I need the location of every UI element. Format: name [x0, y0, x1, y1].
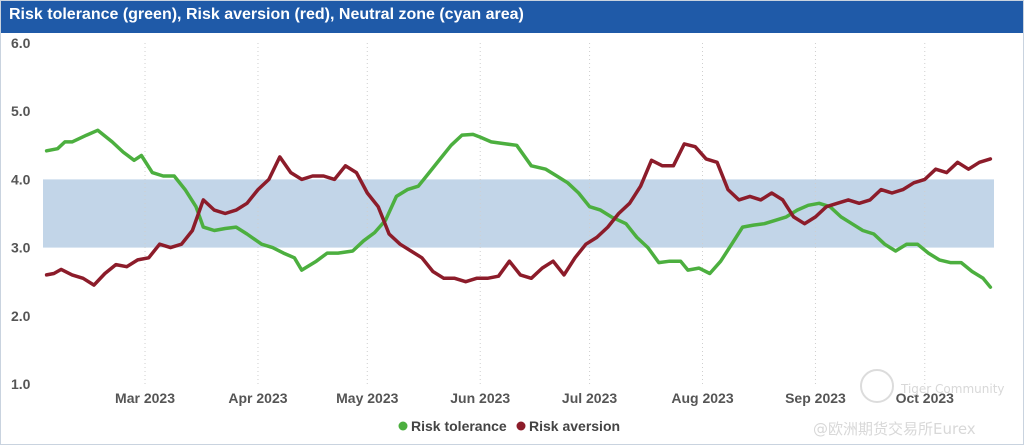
x-tick-label: Sep 2023 [785, 390, 846, 406]
chart-title: Risk tolerance (green), Risk aversion (r… [9, 6, 524, 23]
y-tick-label: 1.0 [11, 376, 31, 392]
risk-aversion-line [44, 142, 993, 287]
legend-marker [516, 421, 526, 431]
watermark-community: Tiger Community [900, 382, 1005, 396]
legend-item-label: Risk tolerance [411, 418, 507, 434]
x-axis: Mar 2023 Apr 2023 May 2023 Jun 2023 Jul 2023… [115, 390, 954, 406]
title-bar: Risk tolerance (green), Risk aversion (r… [1, 1, 1023, 33]
x-tick-label: Apr 2023 [228, 390, 287, 406]
y-tick-label: 4.0 [11, 171, 31, 187]
grid-lines [144, 43, 926, 384]
series-lines [44, 128, 993, 289]
legend-item-label: Risk aversion [529, 418, 620, 434]
legend-marker [398, 421, 408, 431]
x-tick-label: Jun 2023 [450, 390, 510, 406]
y-tick-label: 3.0 [11, 240, 31, 256]
x-tick-label: Jul 2023 [562, 390, 617, 406]
x-tick-label: Aug 2023 [671, 390, 733, 406]
x-tick-label: May 2023 [336, 390, 398, 406]
y-tick-label: 5.0 [11, 103, 31, 119]
y-axis: 1.0 2.0 3.0 4.0 5.0 6.0 [11, 35, 31, 392]
x-tick-label: Mar 2023 [115, 390, 175, 406]
x-tick-label: Oct 2023 [896, 390, 955, 406]
tiger-logo-icon [860, 369, 894, 403]
y-tick-label: 2.0 [11, 308, 31, 324]
watermark-handle: @欧洲期货交易所Eurex [813, 420, 976, 438]
legend: Risk tolerance Risk aversion [398, 418, 620, 434]
y-tick-label: 6.0 [11, 35, 31, 51]
watermark: Tiger Community @欧洲期货交易所Eurex [813, 369, 1005, 438]
